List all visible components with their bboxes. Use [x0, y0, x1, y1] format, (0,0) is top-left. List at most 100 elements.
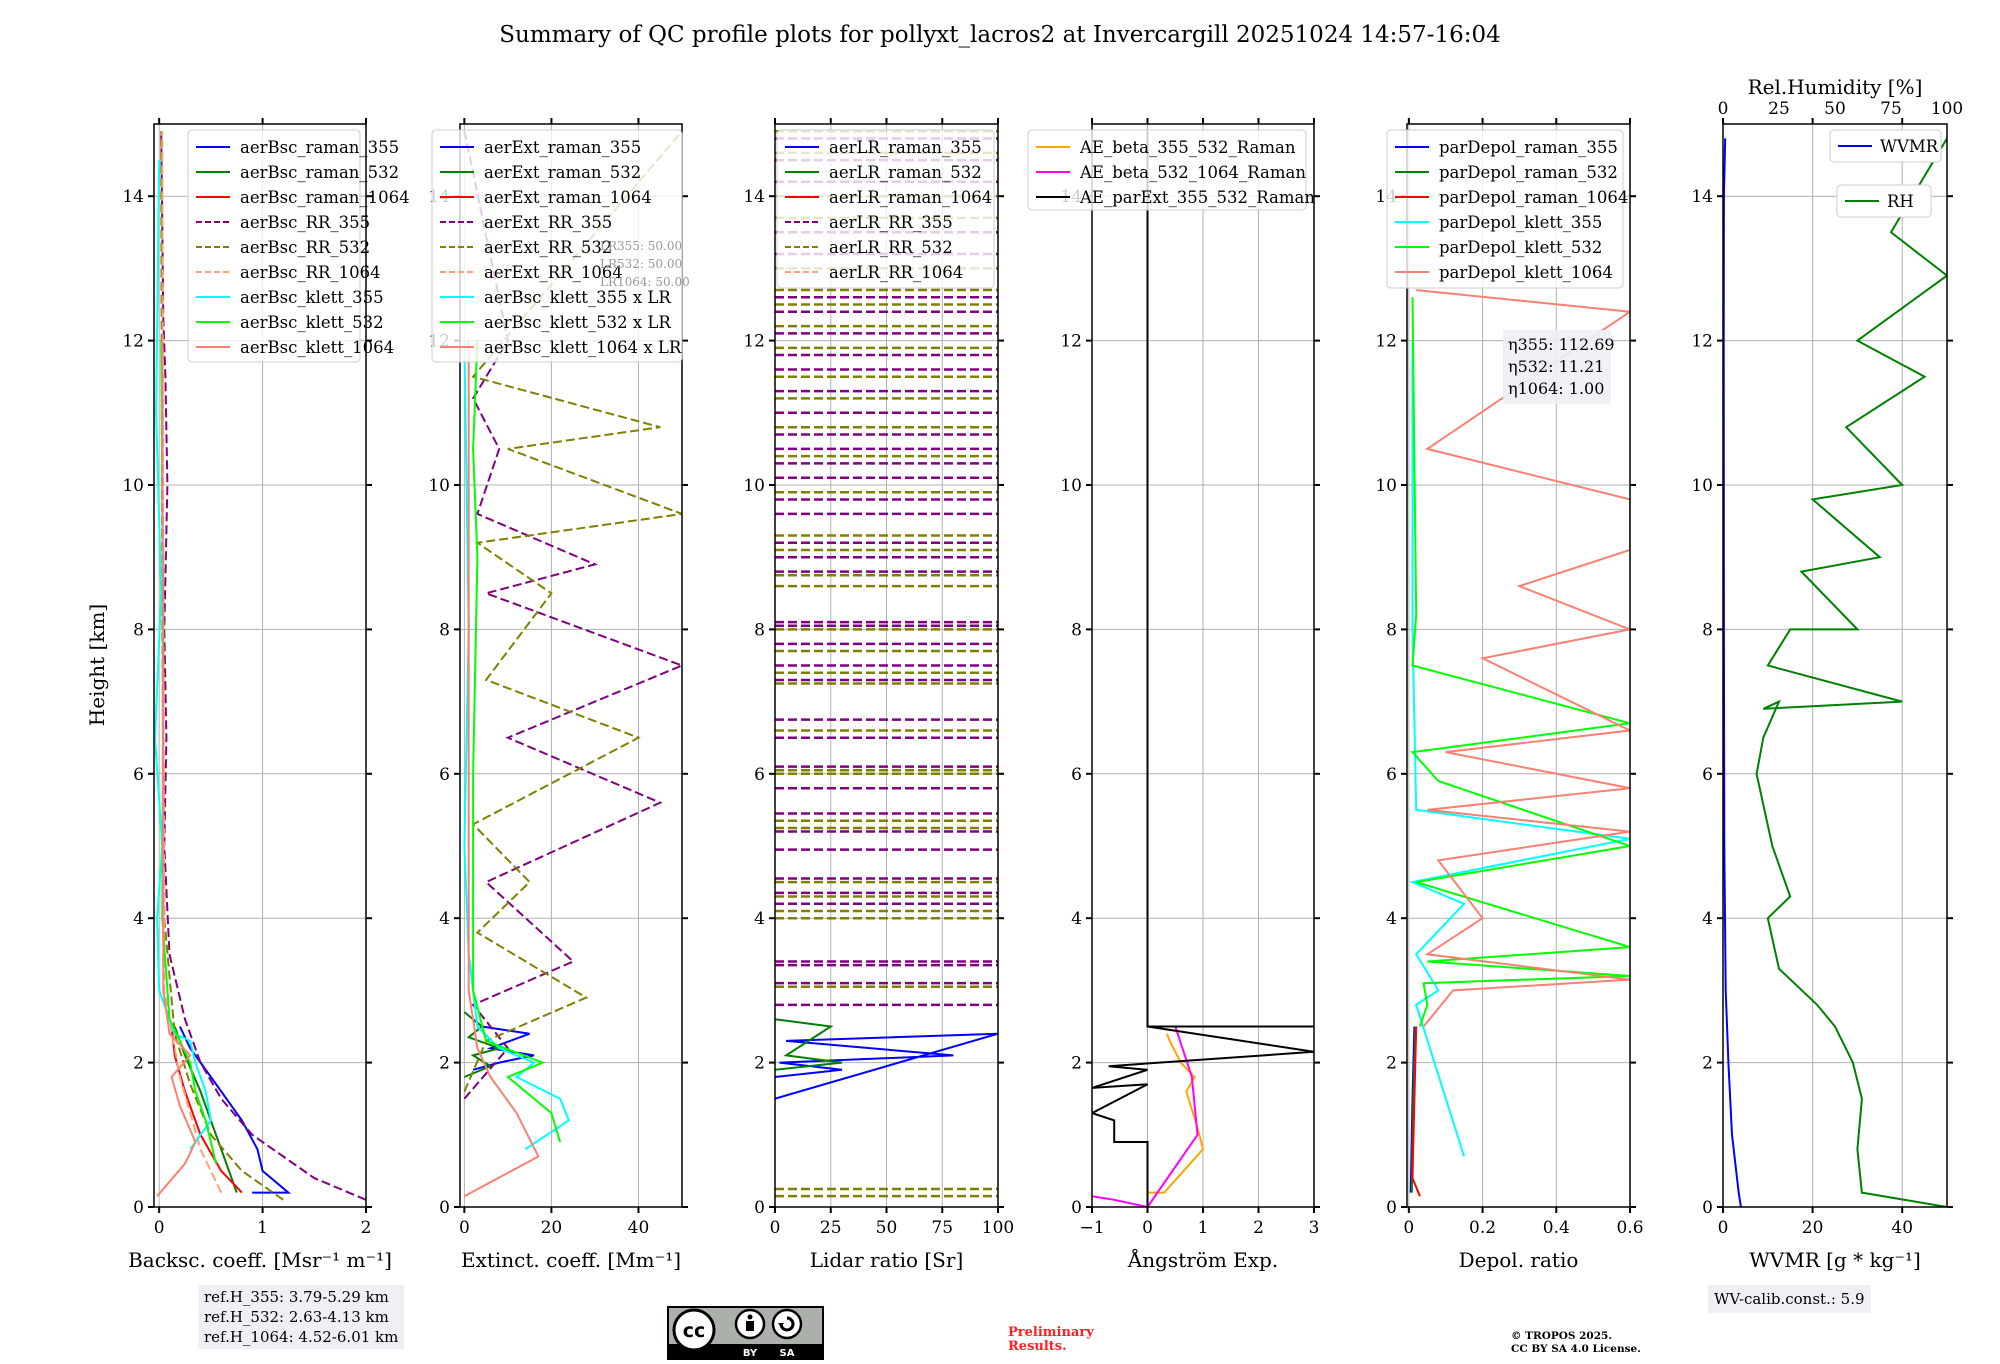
x-tick-label: 2: [1253, 1218, 1264, 1238]
y-tick-label: 2: [1702, 1054, 1713, 1074]
figure-title: Summary of QC profile plots for pollyxt_…: [499, 22, 1501, 48]
y-tick-label: 10: [743, 476, 765, 496]
legend-label: aerExt_RR_1064: [484, 263, 623, 282]
y-tick-label: 2: [1386, 1054, 1397, 1074]
annotation-line: LR532: 50.00: [600, 257, 682, 271]
y-tick-label: 6: [133, 765, 144, 785]
cc-text: cc: [683, 1320, 706, 1342]
x-top-tick-label: 100: [1931, 99, 1963, 119]
axes-frame: [1722, 123, 1948, 1208]
wv-calib-box: WV-calib.const.: 5.9: [1708, 1285, 1871, 1313]
copyright-notice: © TROPOS 2025. CC BY SA 4.0 License.: [1511, 1330, 1641, 1356]
y-tick-label: 8: [1386, 620, 1397, 640]
series-pardepol-klett-1064: [1416, 289, 1630, 1028]
panel-water_vapor: 0 20 40 0 2 4 6 8 10 12 14 0 25 50 75 100 Rel.Humidity […: [1691, 75, 1963, 1272]
annotation-box: [1503, 330, 1611, 404]
y-tick-label: 4: [754, 909, 765, 929]
x-tick-label: 75: [931, 1218, 953, 1238]
x-tick-label: 50: [876, 1218, 898, 1238]
legend-label: parDepol_raman_355: [1439, 138, 1618, 157]
y-tick-label: 4: [133, 909, 144, 929]
legend-box: [1027, 129, 1307, 211]
legend-box: [187, 129, 361, 363]
y-tick-label: 8: [1702, 620, 1713, 640]
legend-label: AE_beta_355_532_Raman: [1079, 138, 1296, 157]
ref-height-1064: ref.H_1064: 4.52-6.01 km: [204, 1328, 399, 1346]
legend-label: aerLR_RR_1064: [829, 263, 963, 282]
y-tick-label: 2: [133, 1054, 144, 1074]
x-tick-label: 0.2: [1469, 1218, 1496, 1238]
x-tick-label: 100: [982, 1218, 1014, 1238]
x-axis-label: Extinct. coeff. [Mm⁻¹]: [461, 1248, 681, 1272]
legend-box: [431, 129, 683, 363]
x-tick-label: 1: [1198, 1218, 1209, 1238]
series-aerlr-raman-355: [775, 1032, 998, 1100]
legend: parDepol_raman_355 parDepol_raman_532 parD…: [1386, 129, 1628, 289]
x-tick-label: 20: [1802, 1218, 1824, 1238]
copyright-line-2: CC BY SA 4.0 License.: [1511, 1343, 1641, 1355]
legend: aerBsc_raman_355 aerBsc_raman_532 aerBsc_r…: [187, 129, 410, 363]
legend-label: aerBsc_klett_355: [240, 288, 384, 307]
series-pardepol-klett-532: [1410, 297, 1630, 1027]
preliminary-line-1: Preliminary: [1008, 1325, 1094, 1340]
by-label: BY: [743, 1348, 758, 1359]
legend-label: WVMR: [1880, 137, 1939, 156]
x-top-tick-label: 75: [1880, 99, 1902, 119]
y-tick-label: 0: [1071, 1198, 1082, 1218]
x-axis-label: Lidar ratio [Sr]: [810, 1248, 964, 1272]
y-tick-label: 0: [754, 1198, 765, 1218]
y-tick-label: 12: [1691, 332, 1713, 352]
preliminary-line-2: Results.: [1008, 1339, 1067, 1354]
series-group: [154, 131, 366, 1201]
y-tick-label: 12: [743, 332, 765, 352]
legend-label: aerExt_raman_355: [484, 138, 641, 157]
legend-box: [1386, 129, 1624, 289]
legend-label: parDepol_klett_355: [1439, 213, 1602, 232]
x-tick-label: 40: [628, 1218, 650, 1238]
series-rh: [1755, 137, 1947, 1207]
y-tick-label: 2: [754, 1054, 765, 1074]
legend: aerLR_raman_355 aerLR_raman_532 aerLR_rama…: [776, 129, 995, 289]
x-top-tick-label: 0: [1718, 99, 1729, 119]
legend-label: aerLR_raman_355: [829, 138, 982, 157]
x-axis-label: Backsc. coeff. [Msr⁻¹ m⁻¹]: [128, 1248, 392, 1272]
legend-box: [776, 129, 995, 289]
sa-label: SA: [780, 1348, 795, 1359]
x-tick-label: 0: [770, 1218, 781, 1238]
series-aerbsc-raman-532: [173, 1026, 238, 1193]
y-tick-label: 10: [1375, 476, 1397, 496]
legend-label: parDepol_klett_532: [1439, 238, 1602, 257]
x-top-axis-label: Rel.Humidity [%]: [1748, 75, 1923, 99]
series-ae-parext-355-532-raman: [1092, 131, 1314, 1207]
series-aerbsc-rr-355: [160, 131, 366, 1201]
x-tick-label: 0: [1718, 1218, 1729, 1238]
y-tick-label: 2: [1071, 1054, 1082, 1074]
y-tick-label: 4: [439, 909, 450, 929]
legend-label: aerExt_RR_532: [484, 238, 612, 257]
y-tick-label: 2: [439, 1054, 450, 1074]
legend-label: aerBsc_klett_355 x LR: [484, 288, 671, 307]
legend: aerExt_raman_355 aerExt_raman_532 aerExt_r…: [431, 129, 683, 363]
series-aerlr-raman-532: [775, 1018, 843, 1071]
axes-frame: [459, 123, 683, 1208]
legend-label: aerBsc_klett_1064 x LR: [484, 338, 682, 357]
annotation-line: η1064: 1.00: [1508, 379, 1604, 398]
x-tick-label: 0: [1142, 1218, 1153, 1238]
x-axis-label: WVMR [g * kg⁻¹]: [1749, 1248, 1921, 1272]
axes-frame: [153, 123, 367, 1208]
series-group: [775, 129, 998, 1198]
legend-label: parDepol_raman_532: [1439, 163, 1618, 182]
legend-label: AE_parExt_355_532_Raman: [1079, 188, 1315, 207]
legend-label: aerBsc_RR_355: [240, 213, 370, 232]
legend-label: aerBsc_klett_1064: [240, 338, 394, 357]
legend: AE_beta_355_532_Raman AE_beta_532_1064_Ra…: [1027, 129, 1315, 211]
panel-extinction: 0204002468101214Extinct. coeff. [Mm⁻¹]ae…: [428, 118, 690, 1272]
y-tick-label: 8: [439, 620, 450, 640]
series-ae-beta-355-532-raman: [1147, 1033, 1205, 1194]
y-tick-label: 0: [439, 1198, 450, 1218]
series-group: [1723, 137, 1947, 1207]
series-aerbsc-klett-355-x-lr: [463, 340, 571, 1151]
x-tick-label: 3: [1309, 1218, 1320, 1238]
lidar-ratio-annotation: LR355: 50.00 LR532: 50.00 LR1064: 50.00: [600, 239, 690, 289]
